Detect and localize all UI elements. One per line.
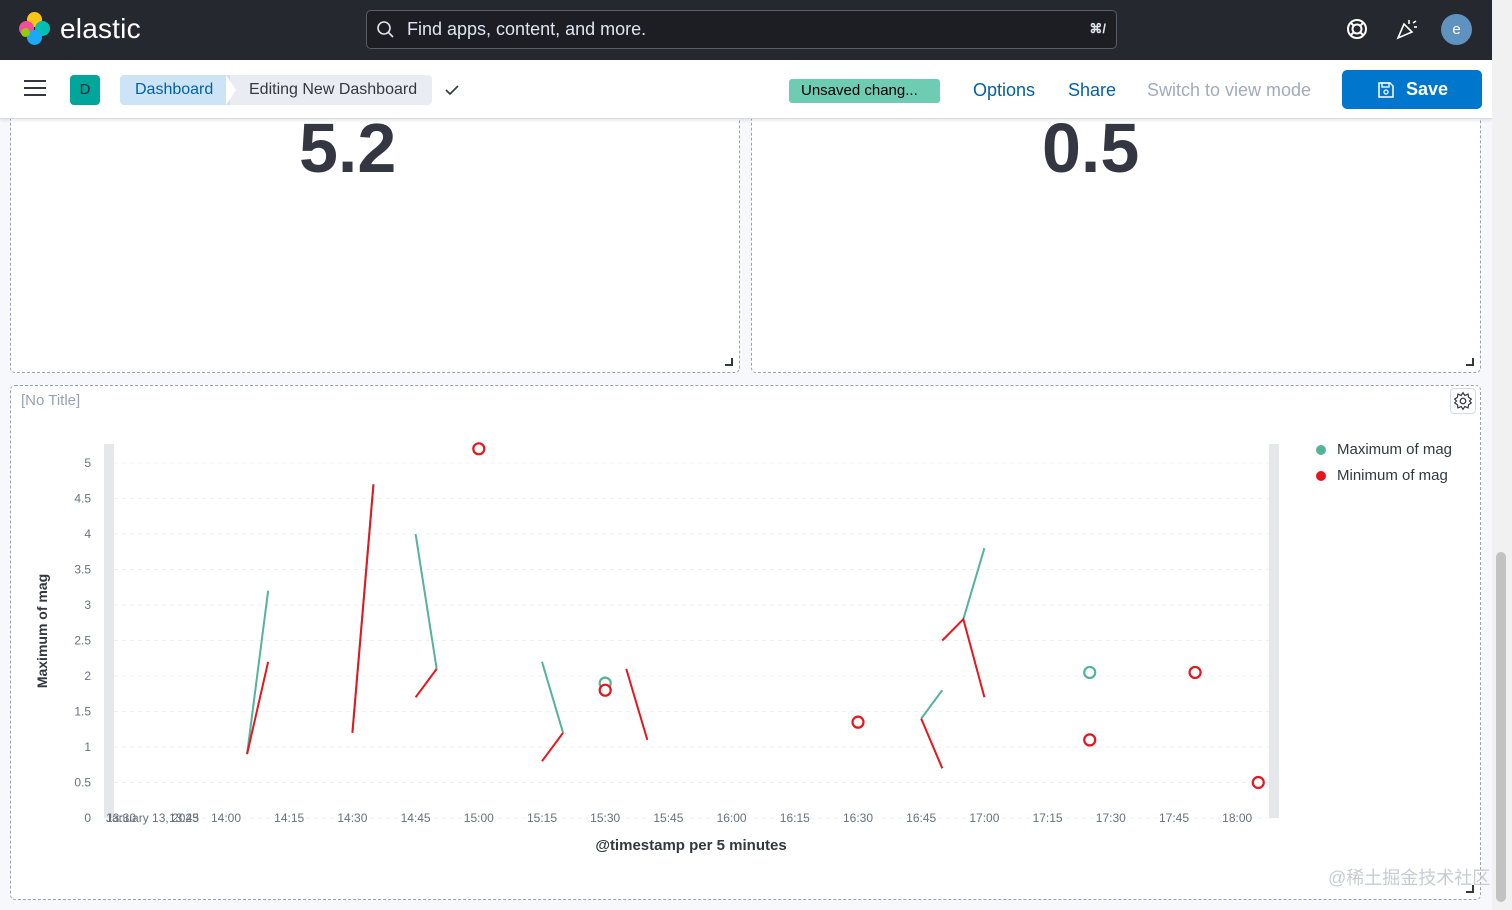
series-line-min [414, 668, 438, 698]
series-line-max [541, 661, 565, 734]
x-tick-label: 13:30 [106, 811, 136, 825]
data-point-min [598, 683, 612, 697]
resize-handle-icon[interactable] [725, 358, 733, 366]
x-tick-label: 14:00 [211, 811, 241, 825]
data-point-min [1251, 775, 1265, 790]
series-line-min [246, 661, 270, 755]
breadcrumb-dashboard[interactable]: Dashboard [120, 75, 242, 105]
top-header: elastic Find apps, content, and more. ⌘/… [0, 0, 1492, 60]
watermark-text: @稀土掘金技术社区 [1328, 868, 1491, 888]
series-line-min [351, 484, 375, 733]
x-tick-label: 16:30 [843, 811, 873, 825]
data-point-min [472, 442, 486, 456]
y-tick-label: 0 [84, 811, 91, 825]
save-label: Save [1406, 79, 1449, 99]
user-avatar[interactable]: e [1441, 14, 1472, 45]
x-tick-label: 15:30 [590, 811, 620, 825]
menu-icon[interactable] [24, 80, 46, 98]
panel-options-gear-icon[interactable] [1450, 388, 1476, 414]
dashboard-toolbar: D Dashboard Editing New Dashboard Unsave… [0, 60, 1492, 119]
unsaved-changes-badge: Unsaved chang... [789, 79, 940, 103]
x-tick-label: 17:00 [969, 811, 999, 825]
legend-dot [1316, 470, 1326, 481]
breadcrumb-current: Editing New Dashboard [230, 75, 432, 105]
data-point-min [1188, 665, 1202, 680]
x-tick-label: 14:45 [401, 811, 431, 825]
y-axis-title: Maximum of mag [34, 574, 50, 688]
plot-right-bar [1269, 444, 1279, 818]
legend-dot [1316, 444, 1326, 455]
x-tick-label: 15:45 [653, 811, 683, 825]
x-axis-title: @timestamp per 5 minutes [595, 837, 786, 854]
y-tick-label: 1.5 [74, 705, 91, 719]
y-tick-label: 3.5 [74, 563, 91, 577]
save-icon [1378, 81, 1394, 98]
share-button[interactable]: Share [1068, 80, 1117, 100]
metric-value: 0.5 [1042, 109, 1140, 187]
space-avatar[interactable]: D [70, 75, 100, 105]
series-line-max [414, 533, 438, 670]
plot-left-bar [104, 444, 114, 818]
elastic-logo-icon [18, 12, 52, 46]
breadcrumb-separator [226, 75, 236, 105]
series-line-max [246, 590, 270, 755]
scrollbar-thumb[interactable] [1496, 552, 1506, 902]
y-tick-label: 2.5 [74, 634, 91, 648]
global-search[interactable]: Find apps, content, and more. ⌘/ [366, 10, 1117, 49]
switch-to-view-mode-button[interactable]: Switch to view mode [1147, 80, 1312, 100]
search-icon [377, 20, 394, 38]
x-tick-label: January 13, 2023 [106, 811, 199, 825]
chart-svg: 0 0.5 1 1.5 2 2.5 3 3.5 4 4.5 5 January 13, 202313:… [34, 442, 1279, 854]
legend-item-min[interactable]: Minimum of mag [1316, 467, 1452, 484]
resize-handle-icon[interactable] [1466, 358, 1474, 366]
x-tick-label: 13:45 [169, 811, 199, 825]
x-tick-label: 17:30 [1096, 811, 1126, 825]
legend-item-max[interactable]: Maximum of mag [1316, 441, 1452, 458]
y-tick-label: 3 [84, 598, 91, 612]
series-line-max [962, 547, 986, 620]
metric-panel-min: 0.5 [751, 100, 1481, 373]
chart-panel: [No Title] Maximum of mag Minimum of mag… [10, 385, 1481, 900]
x-tick-label: 16:15 [780, 811, 810, 825]
x-tick-label: 15:15 [527, 811, 557, 825]
search-input[interactable]: Find apps, content, and more. [407, 19, 647, 39]
news-feed-icon[interactable] [1394, 16, 1420, 42]
series-line-min [941, 617, 986, 698]
y-tick-label: 4.5 [74, 492, 91, 506]
x-tick-label: 18:00 [1222, 811, 1252, 825]
metric-panel-max: 5.2 [10, 100, 740, 373]
legend-label: Maximum of mag [1337, 441, 1453, 458]
logo-text: elastic [60, 13, 141, 44]
x-tick-label: 16:45 [906, 811, 936, 825]
chart-legend: Maximum of mag Minimum of mag [1316, 441, 1452, 493]
search-shortcut: ⌘/ [1089, 21, 1106, 36]
options-button[interactable]: Options [973, 80, 1036, 100]
x-tick-label: 14:15 [274, 811, 304, 825]
y-tick-label: 0.5 [74, 776, 91, 790]
panel-title: [No Title] [21, 392, 81, 409]
x-tick-label: 17:15 [1033, 811, 1063, 825]
y-tick-label: 5 [84, 456, 91, 470]
help-icon[interactable] [1344, 16, 1370, 42]
check-icon[interactable] [443, 81, 461, 99]
x-tick-label: 17:45 [1159, 811, 1189, 825]
series-line-min [541, 732, 564, 762]
y-tick-label: 2 [84, 669, 91, 683]
x-tick-label: 16:00 [717, 811, 747, 825]
legend-label: Minimum of mag [1337, 467, 1448, 484]
save-button[interactable]: Save [1342, 70, 1482, 109]
resize-handle-icon[interactable] [1466, 885, 1474, 893]
x-tick-label: 14:30 [337, 811, 367, 825]
y-tick-label: 1 [84, 740, 91, 754]
series-line-min [920, 718, 944, 769]
y-tick-label: 4 [84, 527, 91, 541]
metric-value: 5.2 [299, 109, 397, 187]
series-line-max [920, 689, 944, 720]
data-point-min [1083, 733, 1097, 747]
series-line-min [625, 668, 649, 741]
x-tick-label: 15:00 [464, 811, 494, 825]
data-point-min [851, 715, 865, 729]
elastic-logo[interactable]: elastic [18, 12, 141, 46]
data-point-max [1083, 665, 1097, 680]
